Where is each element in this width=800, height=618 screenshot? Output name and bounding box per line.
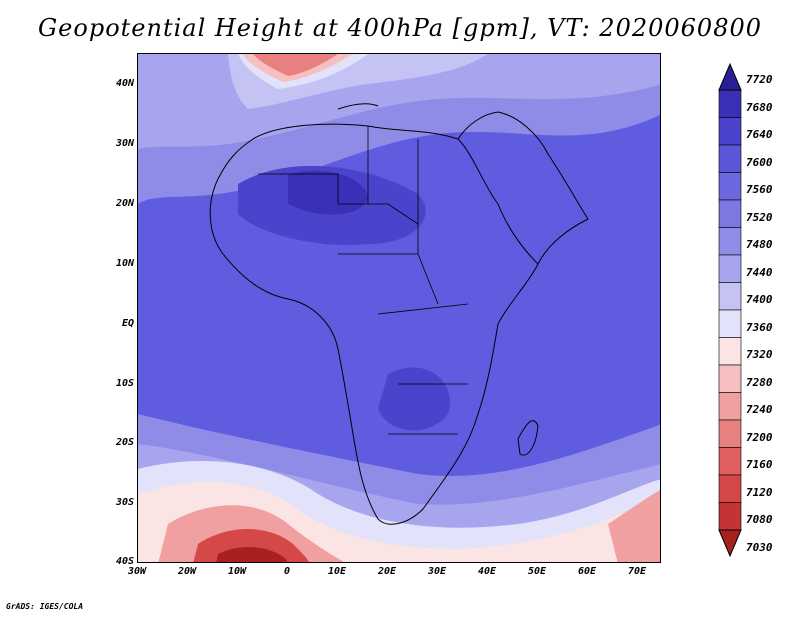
colorbar-segment [718, 392, 742, 421]
lon-label-20w: 20W [177, 566, 197, 577]
map-title: Geopotential Height at 400hPa [gpm], VT:… [38, 14, 762, 42]
colorbar-segment [718, 419, 742, 448]
lat-label-eq: EQ [121, 318, 134, 329]
lat-label-20n: 20N [115, 198, 134, 209]
colorbar-label: 7360 [746, 320, 773, 334]
colorbar-segment [718, 282, 742, 311]
colorbar-segment [718, 254, 742, 283]
map-plot-area [137, 53, 661, 563]
colorbar-top-arrow [718, 62, 742, 91]
lon-label-30e: 30E [427, 566, 447, 577]
colorbar-label: 7680 [746, 100, 773, 114]
colorbar-segment [718, 474, 742, 503]
lon-label-60e: 60E [577, 566, 597, 577]
colorbar-label: 7320 [746, 348, 773, 361]
lon-label-40e: 40E [477, 566, 497, 577]
lat-label-10n: 10N [115, 258, 134, 269]
colorbar-label: 7120 [746, 485, 773, 499]
colorbar-segment [718, 172, 742, 201]
lon-label-10e: 10E [327, 566, 347, 577]
colorbar-label: 7600 [746, 155, 773, 169]
colorbar-label: 7520 [746, 210, 773, 224]
colorbar-segment [718, 89, 742, 118]
colorbar-label: 7640 [746, 128, 773, 141]
colorbar-label: 7440 [746, 265, 773, 279]
footer-credit: GrADS: IGES/COLA [6, 602, 84, 611]
colorbar-bottom-arrow [718, 529, 742, 558]
lat-label-30n: 30N [115, 138, 134, 149]
colorbar-segment [718, 144, 742, 173]
colorbar-label: 7160 [746, 458, 773, 471]
colorbar-label: 7080 [746, 513, 773, 526]
lon-label-50e: 50E [527, 566, 547, 577]
colorbar-label: 7030 [746, 540, 773, 554]
colorbar-label: 7280 [746, 375, 773, 389]
lat-label-20s: 20S [115, 437, 134, 448]
lat-label-30s: 30S [115, 497, 134, 508]
colorbar-segment [718, 227, 742, 256]
colorbar-segment [718, 337, 742, 366]
colorbar-label: 7480 [746, 238, 773, 251]
colorbar [718, 62, 742, 558]
lon-label-20e: 20E [377, 566, 397, 577]
lon-label-10w: 10W [227, 566, 247, 577]
colorbar-segment [718, 364, 742, 393]
colorbar-segment [718, 447, 742, 476]
colorbar-label: 7240 [746, 403, 773, 416]
lat-label-10s: 10S [115, 378, 134, 389]
colorbar-segment [718, 199, 742, 228]
colorbar-label: 7720 [746, 73, 773, 86]
colorbar-segment [718, 309, 742, 338]
lon-label-0: 0 [283, 566, 291, 577]
colorbar-label: 7400 [746, 293, 773, 306]
colorbar-segment [718, 502, 742, 531]
lat-label-40n: 40N [115, 78, 134, 89]
geopotential-field [138, 54, 660, 562]
colorbar-label: 7200 [746, 430, 773, 444]
lon-label-70e: 70E [627, 566, 647, 577]
lon-label-30w: 30W [127, 566, 147, 577]
lat-label-40s: 40S [115, 556, 134, 567]
colorbar-label: 7560 [746, 183, 773, 196]
colorbar-segment [718, 117, 742, 146]
